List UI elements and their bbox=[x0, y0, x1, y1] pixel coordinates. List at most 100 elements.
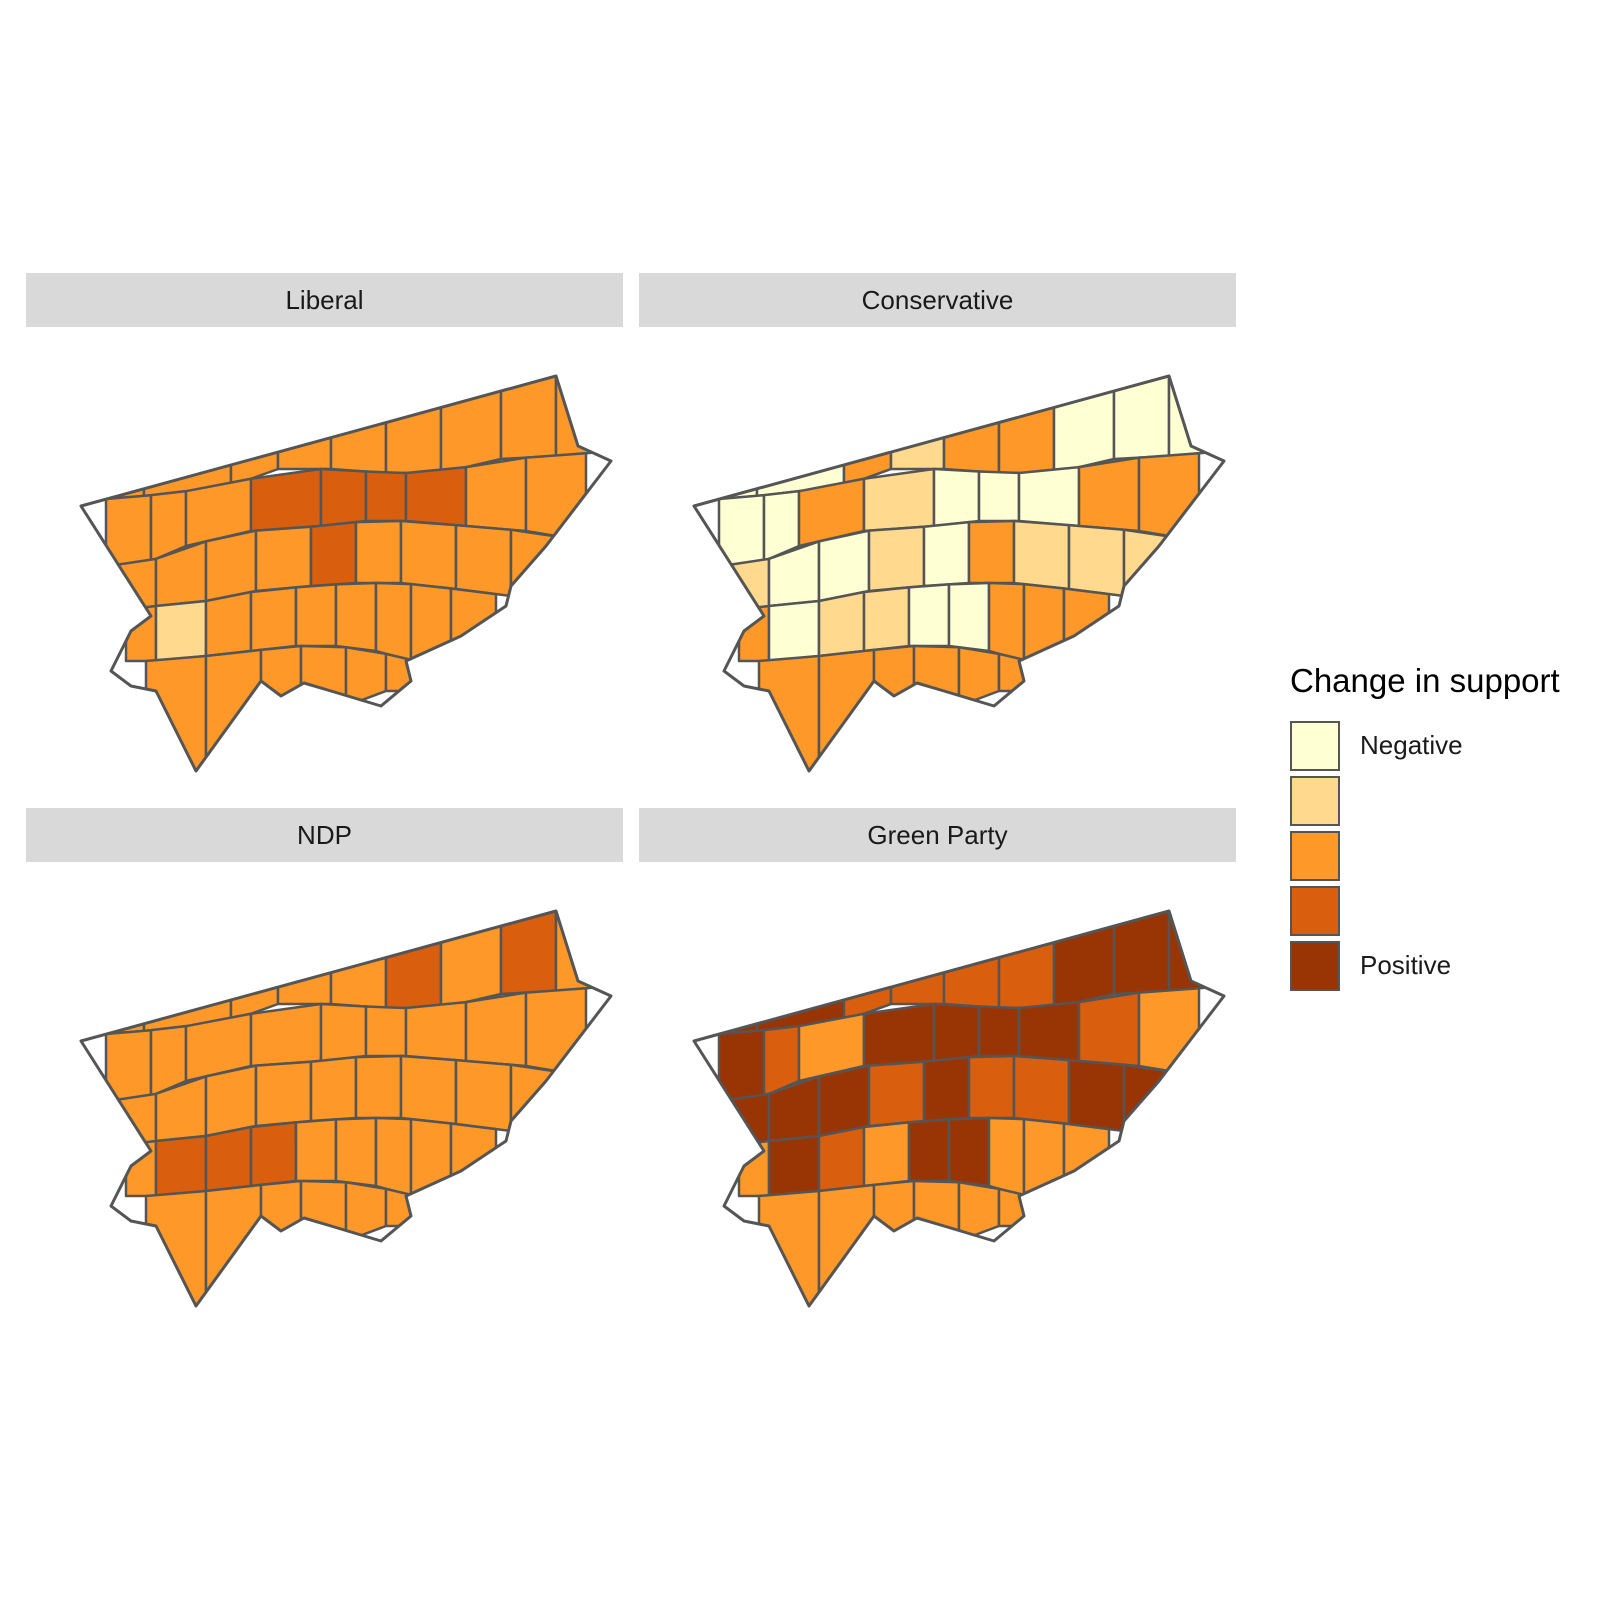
facet-conservative: Conservative bbox=[639, 273, 1236, 786]
district bbox=[1067, 523, 1126, 598]
district bbox=[509, 1063, 578, 1143]
district bbox=[1062, 587, 1111, 663]
legend-item bbox=[1290, 773, 1560, 828]
district bbox=[817, 1064, 871, 1138]
district bbox=[364, 1005, 408, 1058]
district bbox=[987, 581, 1026, 663]
district bbox=[1012, 1054, 1071, 1126]
legend-key bbox=[1290, 885, 1340, 936]
city-outline bbox=[79, 374, 613, 773]
district bbox=[524, 452, 588, 543]
district bbox=[1167, 376, 1224, 458]
district bbox=[862, 586, 911, 653]
district bbox=[947, 581, 991, 653]
district bbox=[354, 519, 403, 585]
district bbox=[204, 1183, 263, 1306]
district bbox=[1122, 528, 1191, 608]
district bbox=[204, 648, 263, 771]
legend-key bbox=[1290, 720, 1340, 771]
district bbox=[334, 1116, 378, 1188]
legend-item bbox=[1290, 828, 1560, 883]
city-outline bbox=[692, 374, 1226, 773]
district bbox=[757, 654, 821, 771]
district bbox=[319, 1002, 368, 1063]
district bbox=[554, 376, 611, 458]
district bbox=[1052, 389, 1116, 475]
district bbox=[1077, 991, 1141, 1068]
legend-key bbox=[1290, 830, 1340, 881]
legend-item: Negative bbox=[1290, 718, 1560, 773]
district bbox=[404, 465, 468, 528]
legend-item bbox=[1290, 883, 1560, 938]
district bbox=[454, 523, 513, 598]
district bbox=[1167, 911, 1224, 993]
district bbox=[464, 991, 528, 1068]
legend-key bbox=[1290, 940, 1340, 991]
district bbox=[1017, 1000, 1081, 1063]
facet-ndp: NDP bbox=[26, 808, 623, 1321]
district bbox=[1062, 1122, 1111, 1198]
district bbox=[454, 1058, 513, 1133]
district bbox=[154, 599, 208, 663]
district bbox=[767, 1134, 821, 1198]
district bbox=[817, 590, 866, 658]
district bbox=[254, 1060, 313, 1128]
district bbox=[384, 941, 443, 1010]
district bbox=[817, 529, 871, 603]
district bbox=[249, 1002, 323, 1068]
district bbox=[817, 1125, 866, 1193]
district bbox=[144, 1189, 208, 1306]
district bbox=[1052, 924, 1116, 1010]
district bbox=[867, 525, 926, 593]
district bbox=[204, 529, 258, 603]
district bbox=[384, 406, 443, 475]
district bbox=[254, 525, 313, 593]
district bbox=[757, 1189, 821, 1306]
district bbox=[872, 1179, 916, 1278]
district bbox=[862, 467, 936, 533]
facet-title: Conservative bbox=[639, 273, 1236, 327]
district bbox=[997, 406, 1056, 475]
district bbox=[767, 599, 821, 663]
district bbox=[354, 1054, 403, 1120]
district bbox=[374, 581, 413, 663]
district bbox=[114, 557, 158, 613]
district bbox=[977, 470, 1021, 523]
district bbox=[524, 987, 588, 1078]
district bbox=[1067, 1058, 1126, 1133]
district bbox=[319, 467, 368, 528]
district bbox=[509, 528, 578, 608]
district bbox=[889, 971, 946, 1006]
district bbox=[204, 590, 253, 658]
district bbox=[249, 586, 298, 653]
district bbox=[1137, 452, 1201, 543]
map-conservative bbox=[692, 374, 1226, 773]
district bbox=[889, 436, 946, 471]
district bbox=[862, 1121, 911, 1188]
district bbox=[299, 644, 348, 708]
map-ndp bbox=[79, 909, 613, 1308]
map-liberal bbox=[79, 374, 613, 773]
district bbox=[464, 456, 528, 533]
district bbox=[294, 1118, 338, 1183]
district bbox=[997, 941, 1056, 1010]
district bbox=[947, 1116, 991, 1188]
district bbox=[932, 467, 981, 528]
district bbox=[907, 583, 951, 648]
district bbox=[1137, 987, 1201, 1078]
district bbox=[439, 389, 503, 475]
district bbox=[364, 470, 408, 523]
district bbox=[987, 1116, 1026, 1198]
district bbox=[309, 520, 358, 588]
district bbox=[144, 654, 208, 771]
district bbox=[932, 1002, 981, 1063]
district bbox=[276, 971, 333, 1006]
district bbox=[334, 581, 378, 653]
legend: Change in support Negative Positive bbox=[1290, 662, 1560, 993]
district bbox=[727, 557, 771, 613]
district bbox=[309, 1055, 358, 1123]
legend-key bbox=[1290, 775, 1340, 826]
district bbox=[1122, 1063, 1191, 1143]
district bbox=[399, 519, 458, 591]
district bbox=[259, 1179, 303, 1278]
